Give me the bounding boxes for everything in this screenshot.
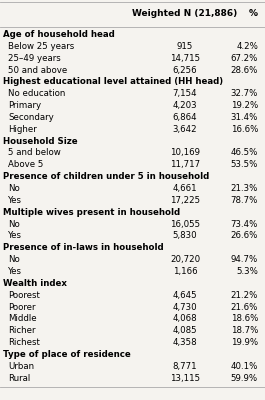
Text: 5 and below: 5 and below [8,148,61,158]
Text: 94.7%: 94.7% [231,255,258,264]
Text: 4,730: 4,730 [173,302,197,312]
Text: 4,203: 4,203 [173,101,197,110]
Text: Poorer: Poorer [8,302,36,312]
Text: Urban: Urban [8,362,34,371]
Text: Higher: Higher [8,125,37,134]
Text: %: % [249,9,258,18]
Text: 67.2%: 67.2% [231,54,258,63]
Text: 16.6%: 16.6% [231,125,258,134]
Text: 31.4%: 31.4% [231,113,258,122]
Text: 7,154: 7,154 [173,89,197,98]
Text: Middle: Middle [8,314,37,324]
Text: 50 and above: 50 and above [8,66,67,74]
Text: Presence of in-laws in household: Presence of in-laws in household [3,243,164,252]
Text: 78.7%: 78.7% [231,196,258,205]
Text: 25–49 years: 25–49 years [8,54,61,63]
Text: 10,169: 10,169 [170,148,200,158]
Text: 4.2%: 4.2% [236,42,258,51]
Text: 4,358: 4,358 [173,338,197,347]
Text: Wealth index: Wealth index [3,279,67,288]
Text: Richer: Richer [8,326,36,335]
Text: Rural: Rural [8,374,30,383]
Text: 3,642: 3,642 [173,125,197,134]
Text: 1,166: 1,166 [173,267,197,276]
Text: 32.7%: 32.7% [231,89,258,98]
Text: No: No [8,255,20,264]
Text: 21.6%: 21.6% [231,302,258,312]
Text: No education: No education [8,89,65,98]
Text: 5,830: 5,830 [173,232,197,240]
Text: 4,085: 4,085 [173,326,197,335]
Text: 20,720: 20,720 [170,255,200,264]
Text: 14,715: 14,715 [170,54,200,63]
Text: Richest: Richest [8,338,40,347]
Text: 13,115: 13,115 [170,374,200,383]
Text: Age of household head: Age of household head [3,30,115,39]
Text: 59.9%: 59.9% [231,374,258,383]
Text: 4,661: 4,661 [173,184,197,193]
Text: Highest educational level attained (HH head): Highest educational level attained (HH h… [3,77,223,86]
Text: Weighted N (21,886): Weighted N (21,886) [132,9,238,18]
Text: Above 5: Above 5 [8,160,43,169]
Text: 73.4%: 73.4% [231,220,258,228]
Text: 6,256: 6,256 [173,66,197,74]
Text: Multiple wives present in household: Multiple wives present in household [3,208,180,217]
Text: Household Size: Household Size [3,137,78,146]
Text: 21.2%: 21.2% [231,291,258,300]
Text: 11,717: 11,717 [170,160,200,169]
Text: 6,864: 6,864 [173,113,197,122]
Text: 21.3%: 21.3% [231,184,258,193]
Text: 18.7%: 18.7% [231,326,258,335]
Text: 4,068: 4,068 [173,314,197,324]
Text: Presence of children under 5 in household: Presence of children under 5 in househol… [3,172,209,181]
Text: No: No [8,220,20,228]
Text: 53.5%: 53.5% [231,160,258,169]
Text: 40.1%: 40.1% [231,362,258,371]
Text: Below 25 years: Below 25 years [8,42,74,51]
Text: Yes: Yes [8,196,22,205]
Text: Poorest: Poorest [8,291,40,300]
Text: Secondary: Secondary [8,113,54,122]
Text: 8,771: 8,771 [173,362,197,371]
Text: 4,645: 4,645 [173,291,197,300]
Text: 915: 915 [177,42,193,51]
Text: 18.6%: 18.6% [231,314,258,324]
Text: Primary: Primary [8,101,41,110]
Text: Yes: Yes [8,232,22,240]
Text: 28.6%: 28.6% [231,66,258,74]
Text: 46.5%: 46.5% [231,148,258,158]
Text: Yes: Yes [8,267,22,276]
Text: 5.3%: 5.3% [236,267,258,276]
Text: 19.9%: 19.9% [231,338,258,347]
Text: Type of place of residence: Type of place of residence [3,350,131,359]
Text: 17,225: 17,225 [170,196,200,205]
Text: 16,055: 16,055 [170,220,200,228]
Text: 26.6%: 26.6% [231,232,258,240]
Text: 19.2%: 19.2% [231,101,258,110]
Text: No: No [8,184,20,193]
